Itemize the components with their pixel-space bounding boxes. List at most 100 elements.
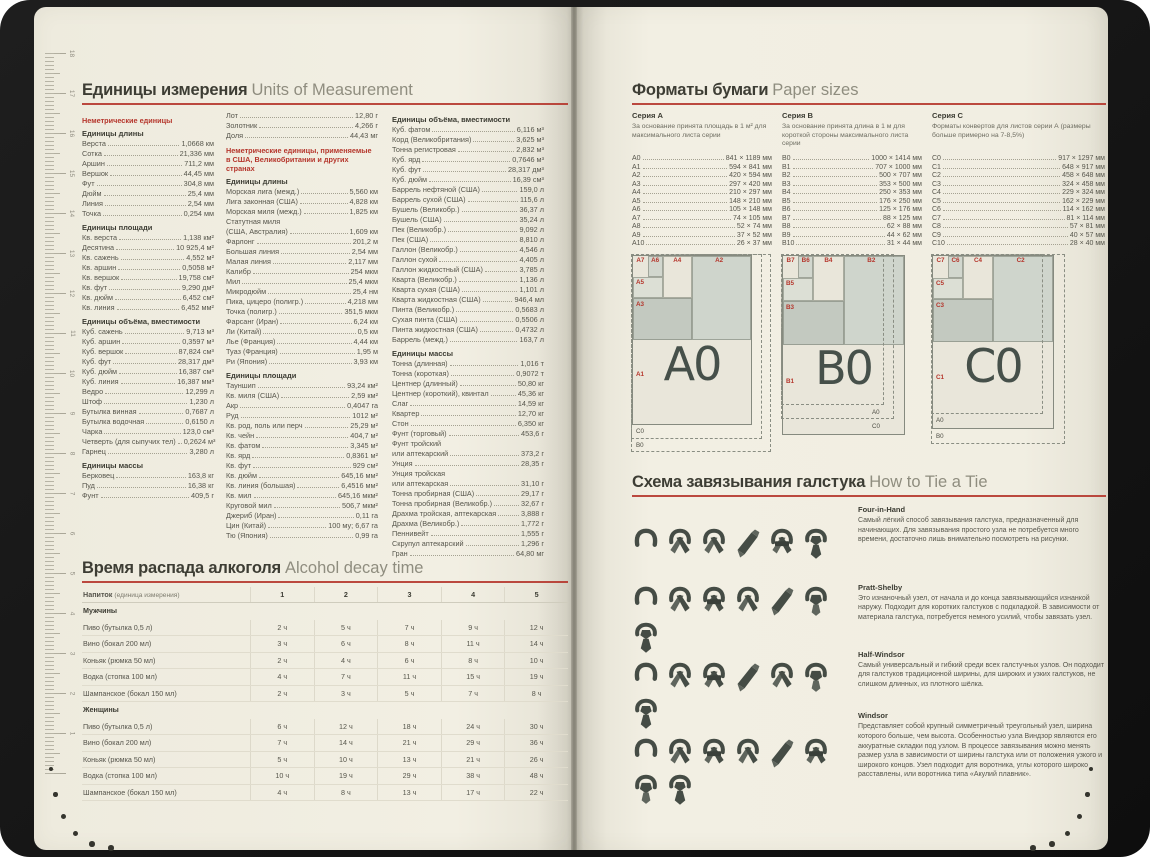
unit-value: 28,317 дм³ [507,165,544,174]
dashed-outline-a0 [931,254,1043,414]
unit-item: Мил 25,4 мкм [226,277,378,287]
unit-label: Фунт [82,491,99,500]
unit-item: Унция тройская [392,469,544,479]
dot-leader [119,373,177,374]
unit-label: Морская миля (межд.) [226,207,302,216]
unit-item: Баррель сухой (США) 115,6 л [392,195,544,205]
alcohol-value: 38 ч [440,768,505,784]
unit-label: Корд (Великобритания) [392,135,472,144]
cell-label: C4 [973,257,983,264]
size-value: 148 × 210 мм [729,197,772,205]
unit-item: Центнер (длинный) 50,80 кг [392,379,544,389]
size-code: C3 [932,180,941,188]
units-header: Единицы измерения Units of Measurement [82,81,568,105]
dot-leader [443,221,518,222]
dot-leader [942,176,1061,177]
alcohol-value: 29 ч [440,735,505,751]
paper-size-row: A8 52 × 74 мм [632,223,772,232]
unit-value: 2,117 мм [348,257,378,266]
paper-size-row: A1 594 × 841 мм [632,164,772,173]
unit-value: 2,832 м³ [516,145,544,154]
alcohol-value: 26 ч [504,751,568,767]
dot-leader [942,210,1061,211]
dot-leader [942,227,1068,228]
alcohol-drink-label: Водка (стопка 100 мл) [83,771,158,780]
cell-label: B3 [786,303,795,311]
unit-value: 115,6 л [519,195,544,204]
paper-size-row: A7 74 × 105 мм [632,215,772,224]
unit-item: Ри (Япония) 3,93 км [226,357,378,367]
dot-leader [242,283,347,284]
tie-step-icon [666,661,694,693]
unit-value: 0,5058 м² [182,263,214,272]
unit-value: 3,93 км [353,357,378,366]
dot-leader [116,249,175,250]
unit-item: Кв. фут 9,290 дм² [82,283,214,293]
paper-size-row: C8 57 × 81 мм [932,223,1105,232]
unit-value: 50,80 кг [517,379,544,388]
paper-cell [813,256,844,301]
tie-step-icon [632,773,660,805]
unit-item: Единицы объёма, вместимости [82,317,214,327]
alcohol-drink-label: Шампанское (бокал 150 мл) [83,688,177,698]
unit-label: Галлон сухой [392,255,438,264]
tie-step-icon [632,621,660,653]
alcohol-value: 12 ч [504,619,568,635]
unit-value: 5,560 км [349,187,379,196]
unit-item: Баррель нефтяной (США) 159,0 л [392,185,544,195]
series-name: Серия C [932,111,964,120]
alcohol-row: Шампанское (бокал 150 мл) 4 ч 8 ч 13 ч 1… [82,784,568,801]
unit-label: Верста [82,139,106,148]
unit-label: Бутылка водочная [82,417,145,426]
paper-series-b: Серия B За основание принята длина в 1 м… [782,111,922,249]
dot-leader [268,527,327,528]
paper-size-row: B8 62 × 88 мм [782,223,922,232]
unit-value: 1,609 км [349,227,379,236]
dot-leader [305,303,346,304]
unit-label: Статутная миля [226,217,281,226]
size-value: 114 × 162 мм [1062,206,1105,213]
paper-cell [647,256,663,277]
dot-leader [269,363,352,364]
unit-item: Бушель (Великобр.) 36,37 л [392,205,544,215]
unit-item: Корд (Великобритания) 3,625 м³ [392,135,544,145]
unit-item: Куб. фут 28,317 дм³ [392,165,544,175]
unit-value: 409,5 г [191,491,214,500]
dot-leader [430,241,518,242]
unit-item: Драхма тройская, аптекарская 3,888 г [392,509,544,519]
unit-item: Калибр 254 мкм [226,267,378,277]
size-value: 105 × 148 мм [729,206,772,213]
unit-item: Слаг 14,59 кг [392,399,544,409]
tie-step-icon [734,585,762,617]
unit-item: Единицы площади [226,371,378,381]
dot-leader [942,167,1061,169]
alcohol-drink-label: Мужчины [83,606,118,615]
unit-item: Малая линия 2,117 мм [226,257,378,267]
paper-box: A7 A6 A4 A2 A5 A3 A1 A0 [632,255,752,425]
size-value: 52 × 74 мм [736,223,772,230]
alcohol-value: 10 ч [504,652,568,668]
dot-leader [177,443,182,444]
ruler-number: 2 [68,691,76,695]
tie-step-icon [768,737,796,769]
cell-label: C6 [951,257,960,264]
dot-leader [642,184,728,186]
paper-box: C7 C6 C4 C2 C5 C3 C1 C0 [932,255,1054,429]
dot-leader [279,353,355,354]
dot-leader [414,465,520,466]
unit-item: Кв. чейн 404,7 м² [226,431,378,441]
unit-label: Тю (Япония) [226,531,268,540]
unit-item: Ли (Китай) 0,5 км [226,327,378,337]
alcohol-value: 8 ч [313,784,378,800]
alcohol-value: 8 ч [440,652,505,668]
paper-diagram-a: C0 B0 A7 A6 A4 A2 A5 A3 A1 A0 [631,254,782,467]
unit-label: или аптекарская [392,479,449,488]
alcohol-value: 8 ч [504,685,568,701]
dot-leader [121,279,177,280]
alcohol-drink-label: Вино (бокал 200 мл) [83,738,152,747]
alcohol-row: Женщины [82,702,568,719]
cell-label: C3 [936,302,945,309]
dot-leader [461,211,518,212]
size-code: A5 [632,197,641,205]
unit-value: 28,317 дм³ [177,357,214,366]
